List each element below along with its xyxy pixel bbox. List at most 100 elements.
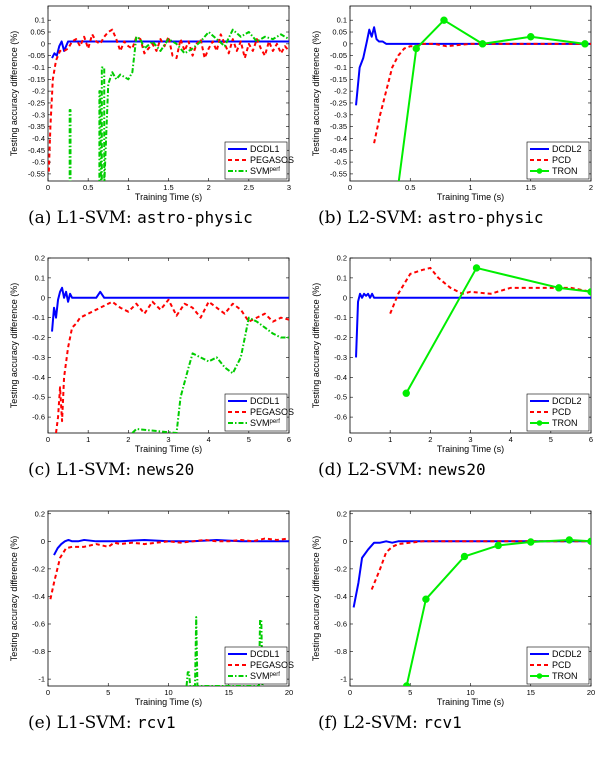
x-tick-label: 20 (285, 688, 293, 697)
legend-label: PEGASOS (250, 660, 294, 670)
y-tick-label: 0.05 (30, 28, 45, 37)
series-group (355, 16, 591, 189)
series-point-tron (402, 682, 411, 686)
x-tick-label: 10 (466, 688, 474, 697)
x-tick-label: 6 (287, 435, 291, 444)
y-tick-label: -0.2 (334, 87, 347, 96)
x-tick-label: 2 (589, 183, 593, 192)
legend-marker (536, 673, 543, 679)
legend-label: SVMperf (250, 418, 280, 428)
y-tick-label: -0.4 (32, 134, 45, 143)
series-line-tron (405, 266, 591, 394)
y-tick-label: -0.2 (32, 87, 45, 96)
x-tick-label: 5 (549, 435, 553, 444)
y-tick-label: -0.05 (28, 51, 45, 60)
y-tick-label: -0.4 (32, 592, 45, 601)
series-line-pcd (373, 42, 591, 144)
y-tick-label: -0.4 (32, 373, 45, 382)
y-tick-label: 0.05 (332, 28, 347, 37)
y-tick-label: 0 (343, 39, 347, 48)
legend-label: TRON (552, 671, 578, 681)
legend-label: TRON (552, 418, 578, 428)
x-tick-label: 0 (348, 183, 352, 192)
x-axis-label: Training Time (s) (437, 697, 504, 707)
x-tick-label: 15 (225, 688, 233, 697)
legend-marker (536, 168, 543, 174)
y-tick-label: -0.2 (334, 564, 347, 573)
legend-label: SVMperf (250, 671, 280, 681)
y-tick-label: -0.3 (334, 353, 347, 362)
series-point-tron (412, 44, 420, 53)
y-tick-label: 0.1 (337, 273, 347, 282)
x-tick-label: 6 (589, 435, 593, 444)
y-tick-label: -0.25 (330, 98, 347, 107)
series-group (355, 264, 591, 397)
y-tick-label: -0.2 (32, 333, 45, 342)
y-tick-label: 0 (41, 293, 45, 302)
x-tick-label: 1 (86, 435, 90, 444)
y-tick-label: 0.2 (337, 509, 347, 518)
y-tick-label: -0.6 (334, 619, 347, 628)
y-tick-label: -0.6 (32, 413, 45, 422)
y-axis-label: Testing accuracy difference (%) (311, 283, 321, 408)
x-tick-label: 0 (46, 688, 50, 697)
y-axis-label: Testing accuracy difference (%) (9, 536, 19, 661)
subplot-caption: (b) L2-SVM: astro-physic (318, 208, 543, 228)
series-point-tron (587, 288, 591, 296)
series-point-tron (527, 538, 535, 546)
series-line-tron (397, 19, 586, 181)
y-tick-label: -0.4 (334, 134, 347, 143)
series-line-pegasos (55, 298, 289, 433)
series-point-tron (478, 40, 487, 48)
series-line-svmperf (185, 616, 264, 686)
series-point-tron (581, 40, 589, 48)
x-axis-label: Training Time (s) (437, 192, 504, 202)
y-tick-label: -0.3 (32, 353, 45, 362)
legend-label: DCDL2 (552, 396, 582, 406)
x-tick-label: 4 (509, 435, 513, 444)
series-point-tron (555, 284, 563, 292)
subplot-5: 0 5 10 15 20 0.2 0 -0.2 -0.4 -0.6 -0.8 -1 Training T… (9, 509, 294, 707)
y-tick-label: 0.1 (35, 273, 45, 282)
subplot-1: 0 0.5 1 1.5 2 2.5 3 0.1 0.05 0 -0.05 -0.1 -0.15 -0.2 -… (9, 5, 294, 202)
x-tick-label: 20 (587, 688, 595, 697)
y-tick-label: -0.5 (334, 393, 347, 402)
x-tick-label: 1 (468, 183, 472, 192)
y-tick-label: -0.1 (334, 313, 347, 322)
y-tick-label: -0.8 (334, 647, 347, 656)
series-line-dcdl2 (352, 540, 591, 608)
x-tick-label: 3 (468, 435, 472, 444)
y-tick-label: 0 (41, 39, 45, 48)
x-axis-label: Training Time (s) (135, 444, 202, 454)
y-tick-label: -0.1 (32, 63, 45, 72)
y-tick-label: 0.2 (35, 509, 45, 518)
x-tick-label: 1.5 (163, 183, 173, 192)
series-point-tron (402, 389, 410, 397)
subplot-caption: (e) L1-SVM: rcv1 (28, 713, 176, 733)
series-point-tron (395, 183, 401, 189)
y-tick-label: -0.3 (334, 110, 347, 119)
y-tick-label: -0.6 (334, 413, 347, 422)
x-tick-label: 0 (46, 183, 50, 192)
x-tick-label: 1 (126, 183, 130, 192)
legend-label: DCDL1 (250, 144, 280, 154)
series-group (49, 537, 289, 686)
y-tick-label: -0.8 (32, 647, 45, 656)
y-tick-label: -0.35 (330, 122, 347, 131)
y-tick-label: -0.55 (28, 169, 45, 178)
x-tick-label: 4 (207, 435, 211, 444)
subplot-caption: (f) L2-SVM: rcv1 (318, 713, 462, 733)
y-tick-label: 0 (41, 537, 45, 546)
y-tick-label: -0.15 (28, 75, 45, 84)
series-group (48, 28, 289, 181)
y-tick-label: -0.45 (330, 146, 347, 155)
subplot-caption: (a) L1-SVM: astro-physic (28, 208, 253, 228)
series-line-svmperf (68, 28, 289, 181)
legend-label: PCD (552, 407, 572, 417)
y-axis-label: Testing accuracy difference (%) (311, 31, 321, 156)
x-tick-label: 1 (388, 435, 392, 444)
series-group (352, 536, 591, 686)
x-tick-label: 10 (164, 688, 172, 697)
y-axis-label: Testing accuracy difference (%) (9, 31, 19, 156)
